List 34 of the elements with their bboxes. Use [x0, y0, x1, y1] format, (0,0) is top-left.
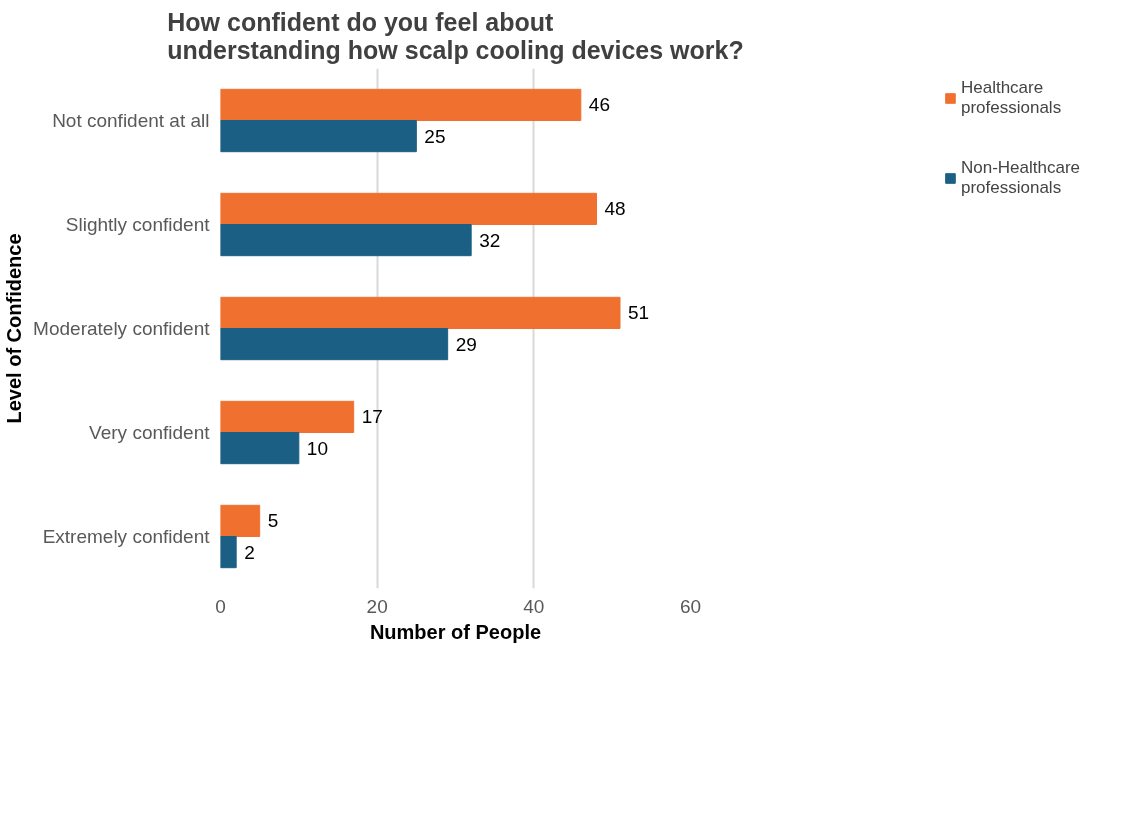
y-tick-label: Very confident — [89, 422, 211, 443]
bar — [220, 120, 417, 153]
y-tick-label: Moderately confident — [33, 318, 211, 339]
x-tick-label: 40 — [523, 595, 545, 617]
data-label: 10 — [306, 437, 328, 459]
bar — [220, 400, 355, 433]
x-axis-title: Number of People — [369, 620, 542, 643]
legend-label: Non-Healthcare professionals — [960, 158, 1081, 198]
data-label: 51 — [628, 302, 650, 324]
bar — [220, 536, 237, 569]
chart-title: How confident do you feel about understanding how scalp cooling devices work? — [167, 7, 744, 64]
data-label: 17 — [361, 406, 383, 428]
y-axis-title: Level of Confidence — [3, 233, 26, 424]
bar — [220, 328, 449, 361]
bar — [220, 88, 582, 121]
bar — [220, 192, 597, 225]
data-label: 46 — [588, 94, 610, 116]
bar — [220, 432, 300, 465]
data-label: 2 — [244, 541, 255, 563]
x-tick-label: 60 — [679, 595, 702, 617]
legend-label: Healthcare professionals — [960, 78, 1062, 118]
data-label: 29 — [455, 333, 477, 355]
y-tick-label: Extremely confident — [42, 526, 211, 547]
y-tick-label: Not confident at all — [52, 110, 210, 131]
bar — [220, 504, 261, 537]
bar — [220, 296, 621, 329]
bar — [220, 224, 472, 257]
data-label: 5 — [267, 510, 279, 532]
y-tick-label: Slightly confident — [65, 214, 211, 235]
data-label: 25 — [424, 125, 446, 147]
data-label: 32 — [479, 229, 501, 251]
x-tick-label: 20 — [366, 595, 388, 617]
x-tick-label: 0 — [215, 595, 226, 617]
data-label: 48 — [604, 198, 626, 220]
